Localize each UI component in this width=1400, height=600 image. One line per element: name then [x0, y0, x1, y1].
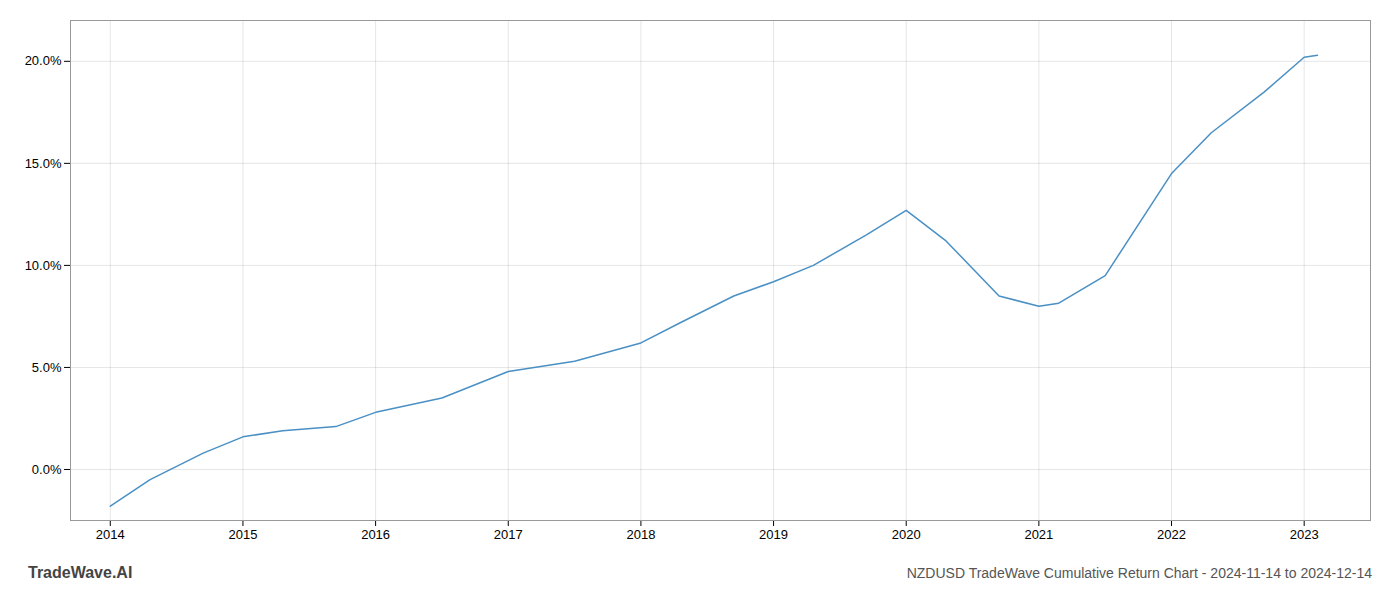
svg-text:10.0%: 10.0% [25, 258, 62, 273]
svg-text:0.0%: 0.0% [32, 462, 62, 477]
svg-text:2020: 2020 [892, 527, 921, 542]
svg-text:20.0%: 20.0% [25, 53, 62, 68]
svg-text:2018: 2018 [626, 527, 655, 542]
svg-text:2021: 2021 [1024, 527, 1053, 542]
svg-text:5.0%: 5.0% [32, 360, 62, 375]
svg-text:2017: 2017 [494, 527, 523, 542]
html-text:TradeWave.AI: TradeWave.AI [28, 564, 133, 581]
svg-text:2014: 2014 [96, 527, 125, 542]
svg-text:2016: 2016 [361, 527, 390, 542]
html-text:NZDUSD TradeWave Cumulative Re: NZDUSD TradeWave Cumulative Return Chart… [906, 565, 1372, 581]
svg-text:2019: 2019 [759, 527, 788, 542]
svg-text:2015: 2015 [228, 527, 257, 542]
svg-text:15.0%: 15.0% [25, 156, 62, 171]
svg-text:2022: 2022 [1157, 527, 1186, 542]
svg-text:2023: 2023 [1290, 527, 1319, 542]
